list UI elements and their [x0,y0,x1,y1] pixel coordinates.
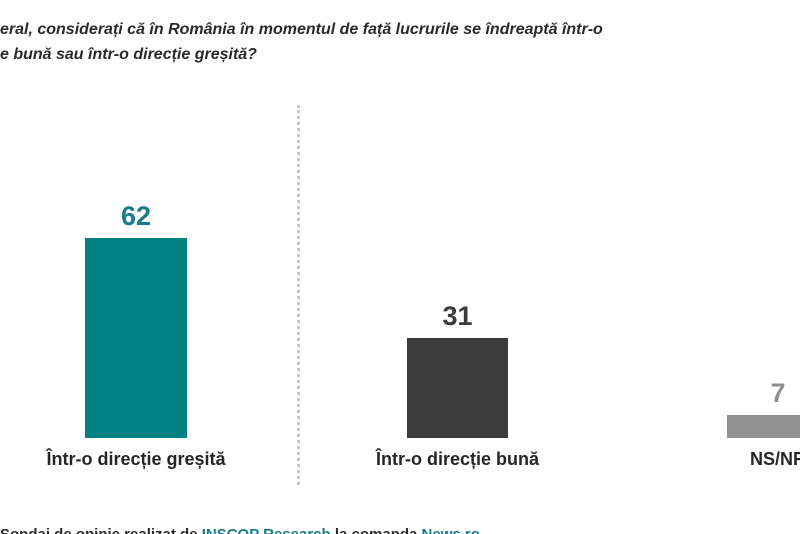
bar-rect [85,238,187,438]
bar-value: 7 [770,378,786,408]
bar-label: Într-o direcție greșită [46,449,226,469]
bar-rect [407,338,508,438]
bar-value: 31 [442,301,473,331]
footer-text-segment: INSCOP Research [202,526,331,534]
bar-rect [727,415,800,438]
chart-title-line-2: e bună sau într-o direcție greșită? [0,46,257,63]
footer-text-segment: News.ro [422,526,480,534]
footer-text-segment: Sondaj de opinie realizat de [0,526,202,534]
bar-label: Într-o direcție bună [375,449,540,469]
vertical-dotted-divider [297,105,300,485]
chart-title: eral, considerați că în România în momen… [0,17,760,67]
bar-label: NS/NR [749,449,800,469]
footer-text-segment: la comanda [331,526,422,534]
bar-value: 62 [120,201,152,231]
footer-note: Sondaj de opinie realizat de INSCOP Rese… [0,527,800,534]
chart-title-line-1: eral, considerați că în România în momen… [0,21,603,38]
